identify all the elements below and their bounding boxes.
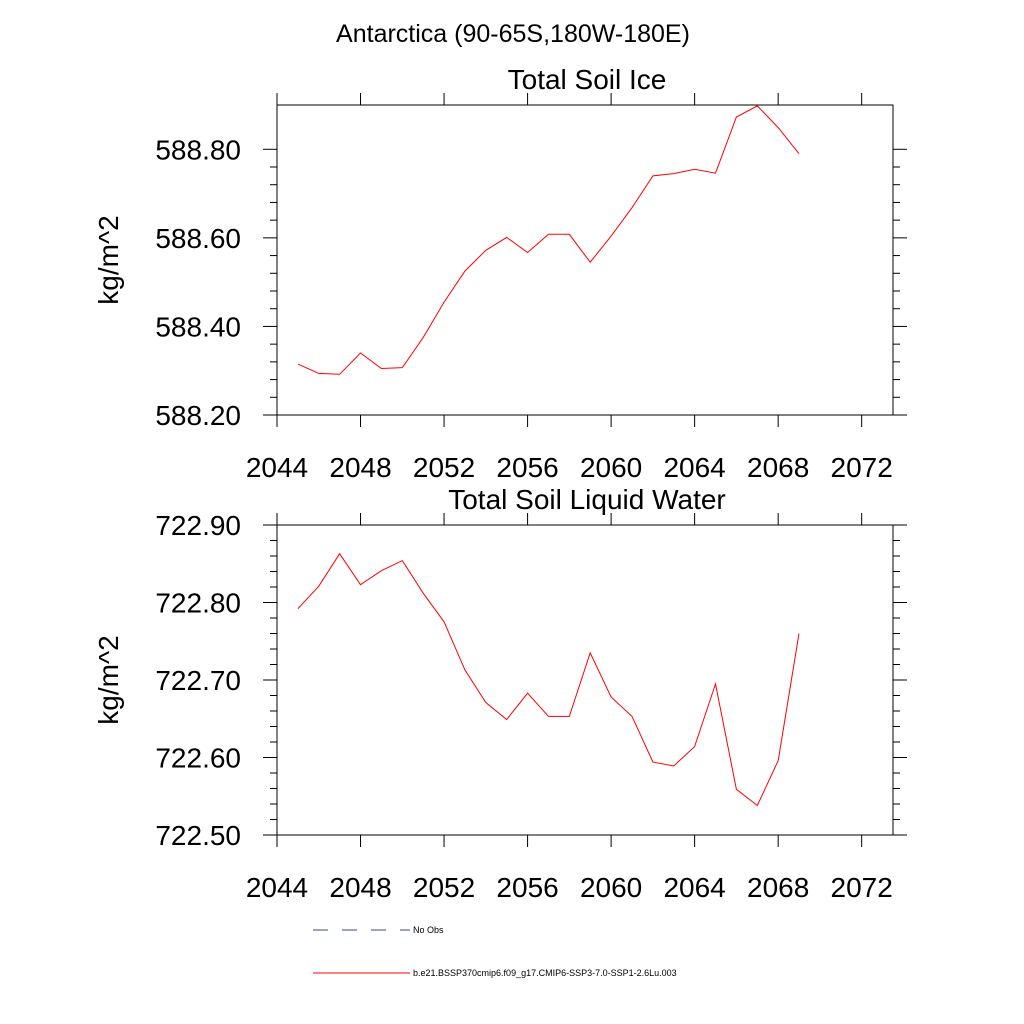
- panel-total-soil-ice: Total Soil Ice kg/m^2 2044 2048 2052 2056 2060…: [93, 64, 907, 483]
- y-tick-label: 588.80: [155, 134, 241, 165]
- x-tick-label: 2044: [246, 452, 308, 483]
- x-tick-label: 2068: [747, 452, 809, 483]
- x-tick-label: 2052: [413, 872, 475, 903]
- figure-suptitle: Antarctica (90-65S,180W-180E): [336, 20, 690, 48]
- y-axis-label: kg/m^2: [93, 215, 124, 304]
- series-line: [297, 552, 800, 807]
- y-tick-label: 722.70: [155, 665, 241, 696]
- x-tick-label: 2056: [496, 872, 558, 903]
- y-tick-label: 722.80: [155, 588, 241, 619]
- x-tick-label: 2064: [663, 452, 725, 483]
- y-tick-label: 588.40: [155, 311, 241, 342]
- x-tick-label: 2060: [580, 872, 642, 903]
- x-tick-label: 2072: [831, 872, 893, 903]
- series-line: [297, 105, 800, 375]
- x-tick-label: 2048: [329, 872, 391, 903]
- legend-label-model-run: b.e21.BSSP370cmip6.f09_g17.CMIP6-SSP3-7.…: [413, 968, 677, 978]
- y-tick-label: 722.90: [155, 510, 241, 541]
- x-tick-label: 2068: [747, 872, 809, 903]
- x-tick-label: 2064: [663, 872, 725, 903]
- y-tick-label: 722.50: [155, 820, 241, 851]
- x-tick-label: 2044: [246, 872, 308, 903]
- y-tick-label: 588.20: [155, 400, 241, 431]
- plot-frame: [276, 524, 894, 836]
- panel-title: Total Soil Liquid Water: [448, 484, 726, 515]
- x-tick-label: 2052: [413, 452, 475, 483]
- y-tick-label: 722.60: [155, 743, 241, 774]
- y-tick-label: 588.60: [155, 223, 241, 254]
- x-tick-label: 2048: [329, 452, 391, 483]
- plot-frame: [276, 104, 894, 416]
- x-tick-label: 2072: [831, 452, 893, 483]
- y-axis-label: kg/m^2: [93, 635, 124, 724]
- legend-label-no-obs: No Obs: [413, 925, 444, 935]
- legend: No Obs b.e21.BSSP370cmip6.f09_g17.CMIP6-…: [313, 925, 677, 978]
- x-tick-label: 2060: [580, 452, 642, 483]
- panel-title: Total Soil Ice: [508, 64, 667, 95]
- x-tick-label: 2056: [496, 452, 558, 483]
- panel-total-soil-liquid-water: Total Soil Liquid Water kg/m^2 2044 2048 205…: [93, 484, 907, 903]
